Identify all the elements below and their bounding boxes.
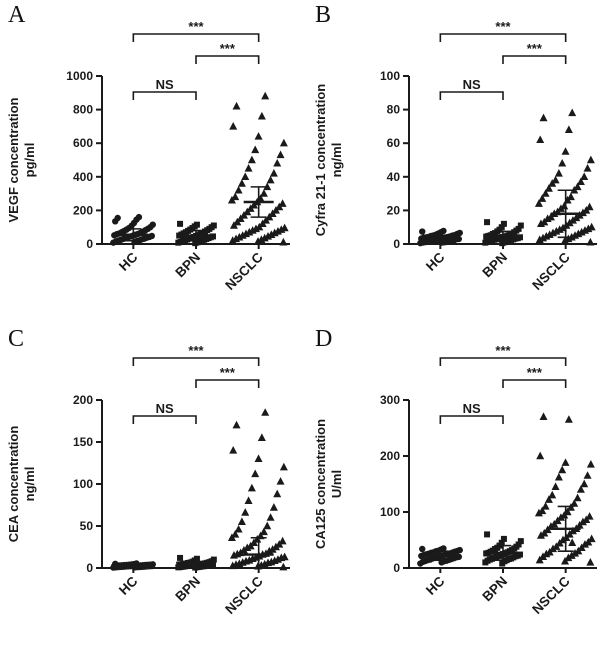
svg-text:U/ml: U/ml — [329, 470, 344, 498]
panel-d: D 0 100 200 300 HC BPN NSCLC CA125 concentratio… — [307, 324, 614, 648]
svg-text:0: 0 — [86, 237, 93, 251]
svg-text:***: *** — [220, 365, 236, 380]
svg-text:200: 200 — [380, 449, 400, 463]
svg-text:800: 800 — [73, 103, 93, 117]
svg-text:BPN: BPN — [172, 250, 203, 281]
svg-text:100: 100 — [380, 69, 400, 83]
svg-text:NSCLC: NSCLC — [222, 573, 266, 617]
svg-text:CA125 concentration: CA125 concentration — [313, 419, 328, 549]
panel-c: C 0 50 100 150 200 HC BPN NSCLC CEA concentratio… — [0, 324, 307, 648]
scatter-plot-cyfra: 0 20 40 60 80 100 HC BPN NSCLC Cyfra 21-1 concent… — [313, 19, 597, 293]
scatter-plot-ca125: 0 100 200 300 HC BPN NSCLC CA125 concentration U… — [313, 343, 597, 617]
svg-text:NSCLC: NSCLC — [529, 249, 573, 293]
svg-text:1000: 1000 — [66, 69, 93, 83]
svg-text:***: *** — [188, 343, 204, 358]
svg-text:100: 100 — [380, 505, 400, 519]
svg-text:NSCLC: NSCLC — [222, 249, 266, 293]
svg-text:HC: HC — [116, 573, 141, 598]
svg-text:80: 80 — [387, 103, 401, 117]
scatter-plot-vegf: 0 200 400 600 800 1000 HC BPN NSCLC VEGF concentr… — [6, 19, 290, 293]
svg-text:***: *** — [527, 365, 543, 380]
svg-text:***: *** — [220, 41, 236, 56]
svg-text:50: 50 — [80, 519, 94, 533]
svg-text:300: 300 — [380, 393, 400, 407]
svg-text:200: 200 — [73, 203, 93, 217]
svg-text:NS: NS — [463, 401, 481, 416]
panel-letter-a: A — [8, 2, 26, 28]
svg-text:100: 100 — [73, 477, 93, 491]
svg-text:Cyfra 21-1 concentration: Cyfra 21-1 concentration — [313, 84, 328, 236]
svg-text:***: *** — [495, 343, 511, 358]
panel-letter-c: C — [8, 326, 25, 352]
svg-text:pg/ml: pg/ml — [22, 143, 37, 178]
svg-text:***: *** — [495, 19, 511, 34]
svg-text:60: 60 — [387, 136, 401, 150]
svg-text:40: 40 — [387, 170, 401, 184]
svg-text:ng/ml: ng/ml — [22, 467, 37, 502]
panel-letter-d: D — [315, 326, 333, 352]
svg-text:ng/ml: ng/ml — [329, 143, 344, 178]
svg-text:400: 400 — [73, 170, 93, 184]
panel-a: A 0 200 400 600 800 1000 HC BPN NSCLC VEGF concen… — [0, 0, 307, 324]
panel-letter-b: B — [315, 2, 332, 28]
svg-text:200: 200 — [73, 393, 93, 407]
svg-text:***: *** — [527, 41, 543, 56]
scatter-plot-cea: 0 50 100 150 200 HC BPN NSCLC CEA concentration n… — [6, 343, 290, 617]
svg-text:NS: NS — [463, 77, 481, 92]
svg-text:BPN: BPN — [479, 574, 510, 605]
svg-text:0: 0 — [393, 237, 400, 251]
svg-text:HC: HC — [423, 573, 448, 598]
svg-text:***: *** — [188, 19, 204, 34]
svg-text:BPN: BPN — [479, 250, 510, 281]
svg-text:150: 150 — [73, 435, 93, 449]
svg-text:NS: NS — [156, 401, 174, 416]
svg-text:20: 20 — [387, 203, 401, 217]
svg-text:0: 0 — [86, 561, 93, 575]
svg-text:NS: NS — [156, 77, 174, 92]
svg-text:0: 0 — [393, 561, 400, 575]
svg-text:HC: HC — [423, 249, 448, 274]
svg-text:CEA concentration: CEA concentration — [6, 426, 21, 543]
svg-text:600: 600 — [73, 136, 93, 150]
svg-text:BPN: BPN — [172, 574, 203, 605]
svg-text:NSCLC: NSCLC — [529, 573, 573, 617]
svg-text:VEGF concentration: VEGF concentration — [6, 97, 21, 222]
panel-b: B 0 20 40 60 80 100 HC BPN NSCLC Cyfra 21-1 conce… — [307, 0, 614, 324]
svg-text:HC: HC — [116, 249, 141, 274]
